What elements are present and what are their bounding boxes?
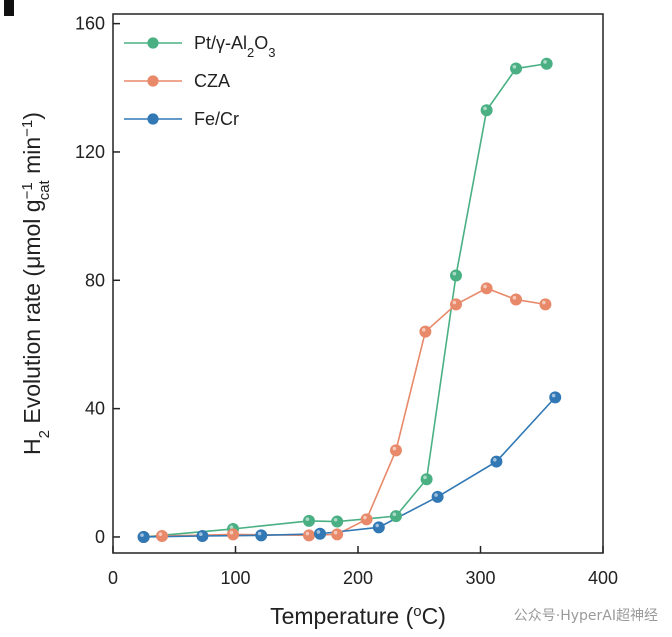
series-0-point-highlight bbox=[543, 60, 547, 64]
legend: Pt/γ-Al2O3 CZA Fe/Cr bbox=[124, 33, 276, 129]
series-1-point bbox=[360, 513, 373, 526]
series-2-point-highlight bbox=[493, 457, 497, 462]
series-2-point-highlight bbox=[316, 530, 321, 534]
series-2-point bbox=[314, 527, 327, 540]
series-1-point-highlight bbox=[305, 531, 310, 536]
legend-label: Fe/Cr bbox=[194, 109, 239, 129]
series-2-point-highlight bbox=[257, 531, 262, 536]
series-0-point bbox=[420, 473, 433, 486]
series-0-point bbox=[540, 57, 553, 70]
series-2-point bbox=[196, 529, 209, 542]
series-1-point-highlight bbox=[421, 328, 426, 332]
series-0-point bbox=[449, 269, 462, 282]
legend-swatch-marker bbox=[147, 75, 159, 87]
series-1-point-highlight bbox=[363, 515, 367, 520]
series-2-point bbox=[431, 490, 444, 503]
series-0-point-highlight bbox=[229, 525, 234, 529]
y-tick-label: 120 bbox=[75, 142, 105, 162]
y-tick-label: 40 bbox=[85, 399, 105, 419]
x-tick-label: 0 bbox=[108, 568, 118, 588]
series-1-point-highlight bbox=[333, 530, 338, 535]
series-0-point bbox=[302, 514, 315, 527]
series-2-point-highlight bbox=[434, 493, 438, 497]
y-tick-label: 0 bbox=[95, 527, 105, 547]
series-0-point-highlight bbox=[305, 517, 310, 521]
series-0-point-highlight bbox=[452, 271, 457, 276]
series-1-point bbox=[539, 298, 552, 311]
series-1-point bbox=[331, 528, 344, 541]
series-1-point-highlight bbox=[483, 284, 487, 289]
series-points bbox=[137, 57, 562, 543]
series-1-point bbox=[227, 528, 240, 541]
series-1-point-highlight bbox=[158, 532, 163, 536]
y-tick-label: 160 bbox=[75, 14, 105, 34]
series-2-point bbox=[372, 521, 385, 534]
x-tick-label: 300 bbox=[465, 568, 495, 588]
series-2-point bbox=[137, 530, 150, 543]
series-1-point-highlight bbox=[452, 300, 457, 305]
panel-label-mark bbox=[4, 0, 14, 16]
series-2-point bbox=[255, 529, 268, 542]
series-2-point-highlight bbox=[375, 523, 380, 528]
series-2-point bbox=[490, 455, 503, 468]
axis-titles: Temperature (oC) H2 Evolution rate (μmol … bbox=[19, 112, 446, 629]
x-tick-label: 100 bbox=[220, 568, 250, 588]
series-1-point bbox=[419, 325, 432, 338]
y-tick-label: 80 bbox=[85, 270, 105, 290]
series-2-point bbox=[549, 391, 562, 404]
y-axis-title: H2 Evolution rate (μmol g−1cat min−1) bbox=[19, 112, 53, 455]
series-0-point-highlight bbox=[512, 64, 517, 69]
series-0-point bbox=[510, 62, 523, 75]
series-0-point-highlight bbox=[333, 517, 338, 522]
legend-label: Pt/γ-Al2O3 bbox=[194, 33, 276, 60]
series-1-point-highlight bbox=[392, 446, 397, 451]
legend-label: CZA bbox=[194, 71, 230, 91]
series-0-point-highlight bbox=[392, 512, 397, 517]
x-tick-label: 200 bbox=[343, 568, 373, 588]
series-2-point-highlight bbox=[551, 393, 556, 398]
series-2-point-highlight bbox=[199, 532, 203, 536]
series-1-point bbox=[302, 529, 315, 542]
plot-axes: 0 100 200 300 400 0 40 80 120 160 bbox=[75, 13, 618, 588]
series-0-point-highlight bbox=[483, 106, 487, 111]
series-1-point bbox=[510, 293, 523, 306]
series-1-point bbox=[480, 282, 493, 295]
series-0-point bbox=[331, 515, 344, 528]
watermark: 公众号·HyperAI超神经 bbox=[513, 608, 658, 624]
series-0-point bbox=[389, 510, 402, 523]
series-1-line bbox=[143, 287, 546, 538]
series-1-point bbox=[155, 529, 168, 542]
series-1-point bbox=[389, 444, 402, 457]
series-0-point bbox=[480, 104, 493, 117]
series-1-point-highlight bbox=[542, 300, 546, 305]
series-2-line bbox=[143, 396, 556, 538]
x-axis-title: Temperature (oC) bbox=[270, 603, 446, 630]
legend-swatch-marker bbox=[147, 37, 159, 49]
series-1-point bbox=[449, 298, 462, 311]
series-1-point-highlight bbox=[229, 530, 234, 535]
plot-frame bbox=[112, 13, 604, 554]
legend-swatch-marker bbox=[147, 113, 159, 125]
series-0-line bbox=[143, 62, 547, 538]
series-0-point-highlight bbox=[423, 475, 427, 480]
x-tick-label: 400 bbox=[588, 568, 618, 588]
series-2-point-highlight bbox=[140, 533, 144, 537]
series-1-point-highlight bbox=[512, 295, 517, 300]
